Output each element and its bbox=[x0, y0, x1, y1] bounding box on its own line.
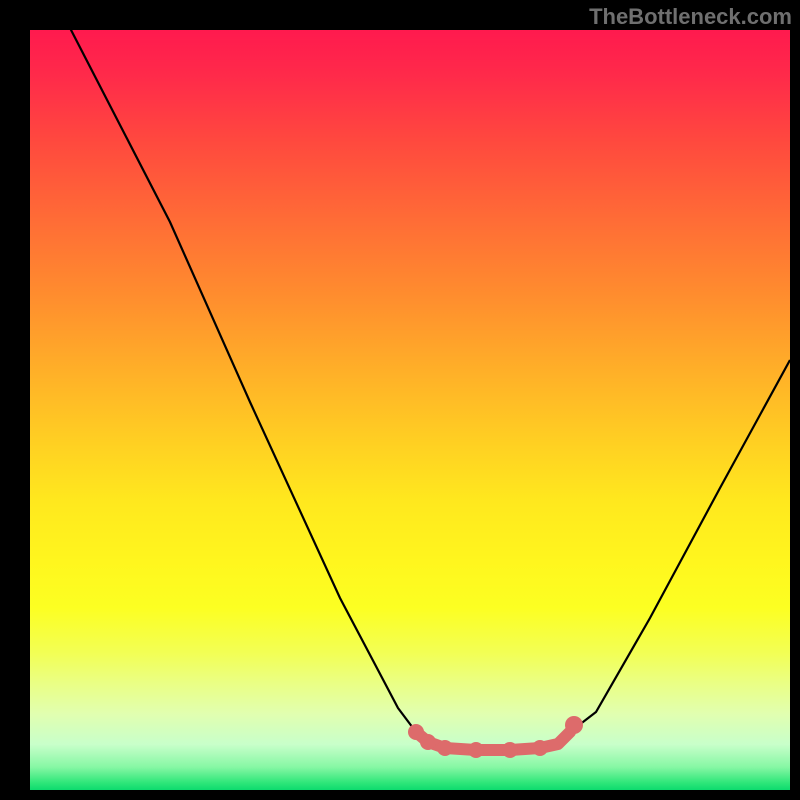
optimal-zone-dot bbox=[565, 716, 583, 734]
curve-left-branch bbox=[70, 28, 416, 732]
optimal-zone-dot bbox=[420, 734, 436, 750]
bottleneck-chart: TheBottleneck.com bbox=[0, 0, 800, 800]
optimal-zone-dot bbox=[437, 740, 453, 756]
optimal-zone-dot bbox=[532, 740, 548, 756]
watermark-label: TheBottleneck.com bbox=[589, 4, 792, 30]
optimal-zone-dot bbox=[502, 742, 518, 758]
curve-right-branch bbox=[570, 360, 790, 732]
optimal-zone-dot bbox=[468, 742, 484, 758]
curve-overlay bbox=[0, 0, 800, 800]
